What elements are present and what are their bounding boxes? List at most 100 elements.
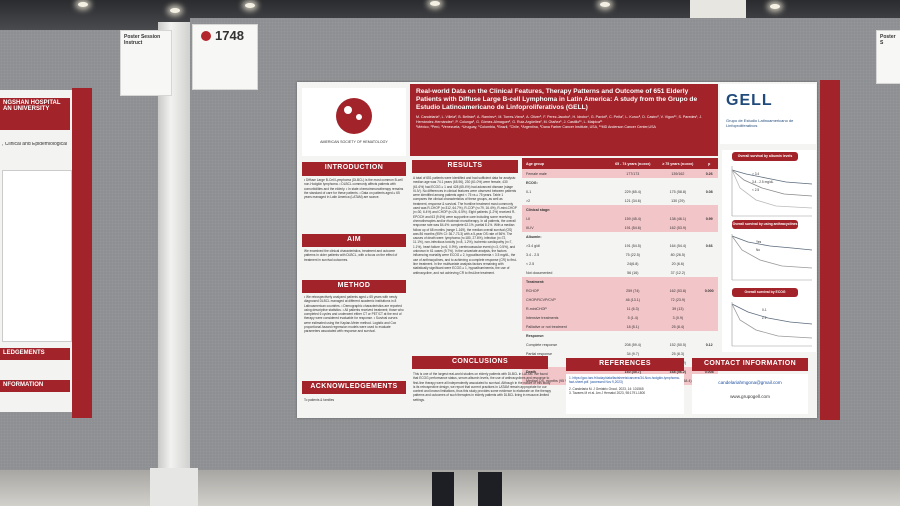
table-cell: 0.12 <box>705 342 713 347</box>
chart-legend: Yes <box>756 240 762 244</box>
table-cell: 80 (26.5) <box>670 252 686 257</box>
table-cell: I-II <box>526 216 531 221</box>
ash-logo-panel: AMERICAN SOCIETY OF HEMATOLOGY <box>302 88 406 156</box>
km-plot <box>731 166 813 217</box>
table-cell: 25 (8.4) <box>671 324 685 329</box>
table-cell: 162 (53.8) <box>669 288 687 293</box>
poster-title: Real-world Data on the Clinical Features… <box>416 88 698 111</box>
km-plot <box>731 234 813 281</box>
table-row: Female male 177/173 139/162 0.26 <box>522 169 718 178</box>
table-cell: 0-1 <box>526 189 532 194</box>
km-chart-ecog: Overall survival by ECOG 0-1 ≥ 2 <box>722 286 816 352</box>
reference-item[interactable]: 1. https://gco.iarc.fr/today/data/factsh… <box>569 376 680 385</box>
table-cell: 160 (45.7) <box>624 369 641 374</box>
table-cell: Death <box>526 369 536 374</box>
chart-legend: > 3.4 <box>752 172 760 176</box>
reference-item: 3. Tavares M et al. Am J Hematol 2023, 9… <box>569 390 646 395</box>
table-cell: R-miniCHOP <box>526 306 547 311</box>
table-cell: CHOP/RCVP/CVP <box>526 297 556 302</box>
chart-legend: < 2.5 <box>752 188 760 192</box>
ash-logo-icon <box>336 98 372 134</box>
table-cell: 3.4 - 2.5 <box>526 252 540 257</box>
session-card-title: Poster S <box>880 34 896 46</box>
table-cell: Albumin: <box>526 234 542 239</box>
table-cell: 0.008 <box>704 369 714 374</box>
contact-website[interactable]: www.grupogell.com <box>730 394 770 399</box>
table-cell: Median OS, months (95 % IC) <box>526 378 574 383</box>
neighbour-figure <box>2 170 72 342</box>
references-box: 1. https://gco.iarc.fr/today/data/factsh… <box>566 374 684 414</box>
table-row: Death 160 (45.7) 168 (56.2) 0.008 <box>522 367 718 376</box>
table-cell: >2 <box>526 198 531 203</box>
aim-text: We examined the clinical characteristics… <box>304 249 398 262</box>
table-cell: 5 (1.4) <box>627 315 638 320</box>
table-header-cell: 65 - 74 years (n=xxx) <box>615 161 651 166</box>
table-cell: ECOG: <box>526 180 538 185</box>
table-row: Not documented 56 (16) 37 (12.2) <box>522 268 718 277</box>
table-cell: Intensive treatments <box>526 315 559 320</box>
contact-email[interactable]: candelariahmgona@gmail.com <box>718 380 782 385</box>
table-row: Partial response 34 (9.7) 25 (8.3) <box>522 349 718 358</box>
session-card-title: Poster Session Instruct <box>124 34 161 46</box>
table-header: Age group 65 - 74 years (n=xxx) ≥ 75 yea… <box>522 158 718 169</box>
table-cell: 20 (6.6) <box>671 261 685 266</box>
poster-sidebar <box>820 80 840 420</box>
chart-title: Overall survival by ECOG <box>732 288 798 297</box>
table-row: Clinical stage: <box>522 205 718 214</box>
table-cell: III-IV <box>526 225 534 230</box>
section-acknowledgements: ACKNOWLEDGEMENTS <box>302 381 406 394</box>
table-cell: 37 (12.2) <box>670 270 686 275</box>
booth-number-card: 1748 <box>192 24 258 90</box>
table-cell: 46 (13.1) <box>625 297 640 302</box>
table-row: 3.4 - 2.5 75 (22.5) 80 (26.5) <box>522 250 718 259</box>
table-row: Intensive treatments 5 (1.4) 3 (0.9) <box>522 313 718 322</box>
person-leg <box>432 472 454 506</box>
table-cell: 139/162 <box>671 171 685 176</box>
table-cell: 11 (6.3) <box>626 306 639 311</box>
table-cell: Treatment: <box>526 279 545 284</box>
ceiling-light <box>245 3 255 8</box>
km-plot <box>731 302 813 347</box>
table-row: R-miniCHOP 11 (6.3) 39 (13) <box>522 304 718 313</box>
table-cell: 259 (74) <box>626 288 640 293</box>
section-introduction: INTRODUCTION <box>302 162 406 176</box>
conclusions-text: This is one of the largest real-world st… <box>413 372 552 402</box>
neighbour-title: NGSHAN HOSPITAL AN UNIVERSITY <box>0 98 70 130</box>
section-results: RESULTS <box>412 160 518 173</box>
ceiling-banner <box>690 0 746 18</box>
results-text: A total of 651 patients were identified … <box>413 176 517 275</box>
section-conclusions: CONCLUSIONS <box>412 356 548 369</box>
table-row: Complete response 208 (59.4) 152 (50.5) 0.1… <box>522 340 718 349</box>
table-cell: 0.000 <box>704 288 714 293</box>
table-cell: 162 (53.9) <box>669 225 687 230</box>
table-cell: 0.08 <box>705 189 713 194</box>
table-cell: Clinical stage: <box>526 207 551 212</box>
table-cell: 164 (54.4) <box>669 243 687 248</box>
table-cell: 34 (9.7) <box>626 351 639 356</box>
ceiling-light <box>170 8 180 13</box>
divider-pole <box>158 22 190 506</box>
table-row: >3.4 g/dl 191 (54.5) 164 (54.4) 0.66 <box>522 241 718 250</box>
gell-subtitle: Grupo de Estudio Latinoamericano de Linf… <box>726 118 794 128</box>
table-cell: 208 (59.4) <box>624 342 641 347</box>
km-chart-anthracyclines: Overall survival by using anthracyclines… <box>722 218 816 286</box>
ceiling-light <box>600 2 610 7</box>
reference-item: 2. Candelaria M. J Geriatric Oncol. 2023… <box>569 386 644 391</box>
table-cell: Complete response <box>526 342 558 347</box>
table-cell: Female male <box>526 171 547 176</box>
table-cell: 0.66 <box>705 243 713 248</box>
km-chart-albumin: Overall survival by albumin levels > 3.4… <box>722 150 816 222</box>
table-cell: 229 (65.4) <box>624 189 641 194</box>
chart-title: Overall survival by using anthracyclines <box>732 220 798 229</box>
person-leg <box>478 472 502 506</box>
table-cell: RCHOP <box>526 288 539 293</box>
table-cell: 75 (22.5) <box>625 252 640 257</box>
table-cell: 130 (29) <box>671 198 685 203</box>
table-row: < 2.5 24(6.8) 20 (6.6) <box>522 259 718 268</box>
table-row: Treatment: <box>522 277 718 286</box>
method-text: • We retrospectively analyzed patients a… <box>304 295 404 334</box>
neighbour-poster: NGSHAN HOSPITAL AN UNIVERSITY , Clinical… <box>0 90 78 412</box>
section-contact: CONTACT INFORMATION <box>692 358 808 371</box>
table-header-cell: Age group <box>526 161 544 166</box>
chart-legend: ≥ 2 <box>762 316 767 320</box>
